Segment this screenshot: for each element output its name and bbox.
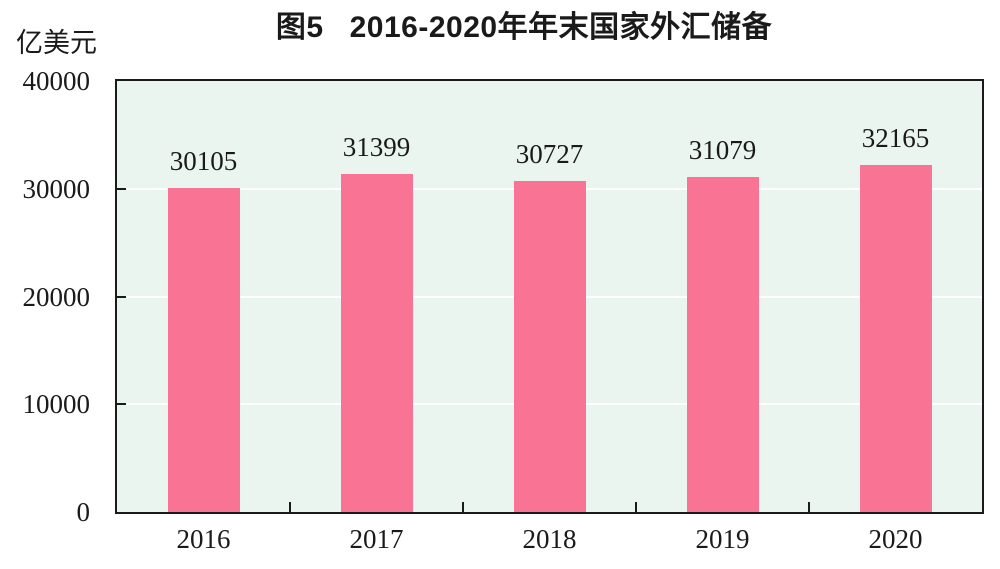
bar-2019	[686, 177, 759, 512]
y-tick-label-20000: 20000	[22, 281, 91, 312]
y-tick-label-10000: 10000	[22, 389, 91, 420]
chart-title: 图5 2016-2020年年末国家外汇储备	[48, 11, 1000, 45]
x-tick-label-2019: 2019	[695, 524, 750, 554]
bar-2017	[340, 173, 413, 512]
y-tick-label-0: 0	[76, 497, 91, 527]
x-tick-label-2016: 2016	[176, 524, 231, 554]
x-axis-tick	[289, 502, 291, 512]
x-axis-tick	[462, 502, 464, 512]
x-tick-label-2018: 2018	[522, 524, 577, 554]
chart-title-text: 2016-2020年年末国家外汇储备	[349, 11, 773, 44]
bar-2016	[167, 187, 240, 512]
y-axis-tick-30000	[117, 187, 126, 190]
y-axis-tick-20000	[117, 295, 126, 298]
y-tick-label-40000: 40000	[22, 66, 91, 96]
bar-value-label-2019: 31079	[688, 135, 757, 166]
bar-2018	[513, 180, 586, 512]
y-axis-unit-label: 亿美元	[16, 28, 97, 58]
x-tick-label-2017: 2017	[349, 524, 404, 554]
x-axis-tick	[635, 502, 637, 512]
y-axis-tick-labels: 0 10000 20000 30000 40000	[0, 66, 91, 527]
x-axis-tick	[808, 502, 810, 512]
bar-value-label-2016: 30105	[169, 145, 238, 176]
y-tick-label-30000: 30000	[22, 173, 91, 204]
bar-value-label-2017: 31399	[342, 131, 411, 162]
chart-title-prefix: 图5	[275, 11, 324, 44]
x-axis-tick-labels: 2016 2017 2018 2019 2020	[115, 523, 984, 557]
bar-2020	[859, 165, 932, 512]
y-axis-tick-10000	[117, 403, 126, 406]
plot-area	[115, 79, 984, 514]
bar-value-label-2020: 32165	[861, 123, 930, 154]
bar-value-label-2018: 30727	[515, 138, 584, 169]
x-tick-label-2020: 2020	[868, 524, 923, 554]
